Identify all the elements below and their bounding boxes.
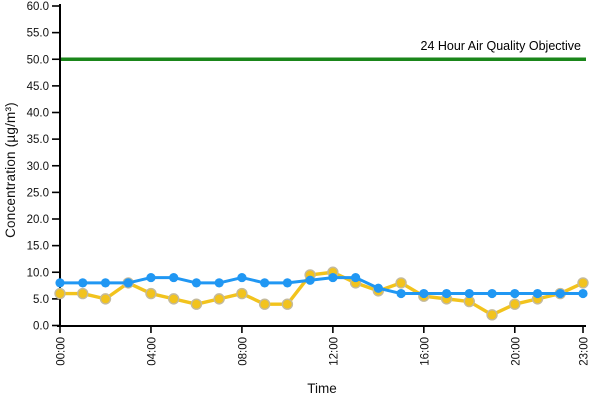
x-tick-label: 20:00 [510,337,522,366]
blue-series-point [351,272,361,283]
blue-series-point [532,288,543,299]
y-tick-label: 25.0 [27,187,49,199]
y-tick-label: 30.0 [27,161,49,173]
yellow-series-point [258,298,271,310]
yellow-series-point [509,298,521,310]
blue-series-point [237,272,247,283]
yellow-series-point [281,298,294,310]
x-tick-label: 16:00 [419,337,431,366]
blue-series-point [328,272,338,283]
y-tick-label: 50.0 [27,54,49,66]
blue-series-point [487,288,497,299]
blue-series-point [578,288,588,299]
objective-line-label: 24 Hour Air Quality Objective [420,39,582,53]
x-tick-label: 00:00 [56,337,68,366]
x-tick-label: 23:00 [579,337,591,366]
blue-series-point [373,283,383,293]
x-tick-label: 12:00 [328,337,340,366]
yellow-series-point [54,287,66,300]
yellow-series-point [190,298,203,310]
blue-series-point [441,288,452,299]
blue-series-point [214,278,224,288]
y-tick-label: 55.0 [27,28,49,40]
blue-series-point [123,278,133,288]
blue-series-point [510,288,520,299]
yellow-series-point [577,277,589,289]
blue-series-point [78,278,88,288]
y-tick-label: 45.0 [27,81,49,93]
blue-series-point [282,278,292,288]
blue-series-point [419,288,429,299]
x-tick-label: 08:00 [237,337,249,366]
blue-series-point [100,278,111,288]
blue-series-point [555,288,565,299]
y-axis-title: Concentration (µg/m³) [3,102,18,238]
yellow-series-point [236,287,248,300]
blue-series-point [260,278,270,288]
blue-series-point [146,272,156,283]
y-tick-label: 20.0 [27,214,49,226]
yellow-series-point [99,293,112,305]
blue-series-point [191,278,202,288]
yellow-series-point [486,309,498,321]
y-tick-label: 5.0 [33,294,49,306]
blue-series-point [464,288,474,299]
y-tick-label: 60.0 [27,1,49,13]
yellow-series-point [77,287,89,300]
yellow-series-point [213,293,225,305]
y-tick-label: 40.0 [27,108,49,120]
x-axis-title: Time [307,381,337,396]
blue-series-point [55,278,65,288]
y-tick-label: 35.0 [27,134,49,146]
blue-series-point [169,272,179,283]
blue-series-line [58,276,585,296]
y-tick-label: 15.0 [27,241,49,253]
x-tick-label: 04:00 [146,337,158,366]
yellow-series-point [395,277,407,289]
blue-series-point [305,275,315,285]
y-tick-label: 10.0 [27,267,49,279]
yellow-series-point [145,287,157,300]
y-tick-label: 0.0 [33,321,49,333]
blue-series-point [396,288,406,299]
yellow-series-point [167,293,180,305]
